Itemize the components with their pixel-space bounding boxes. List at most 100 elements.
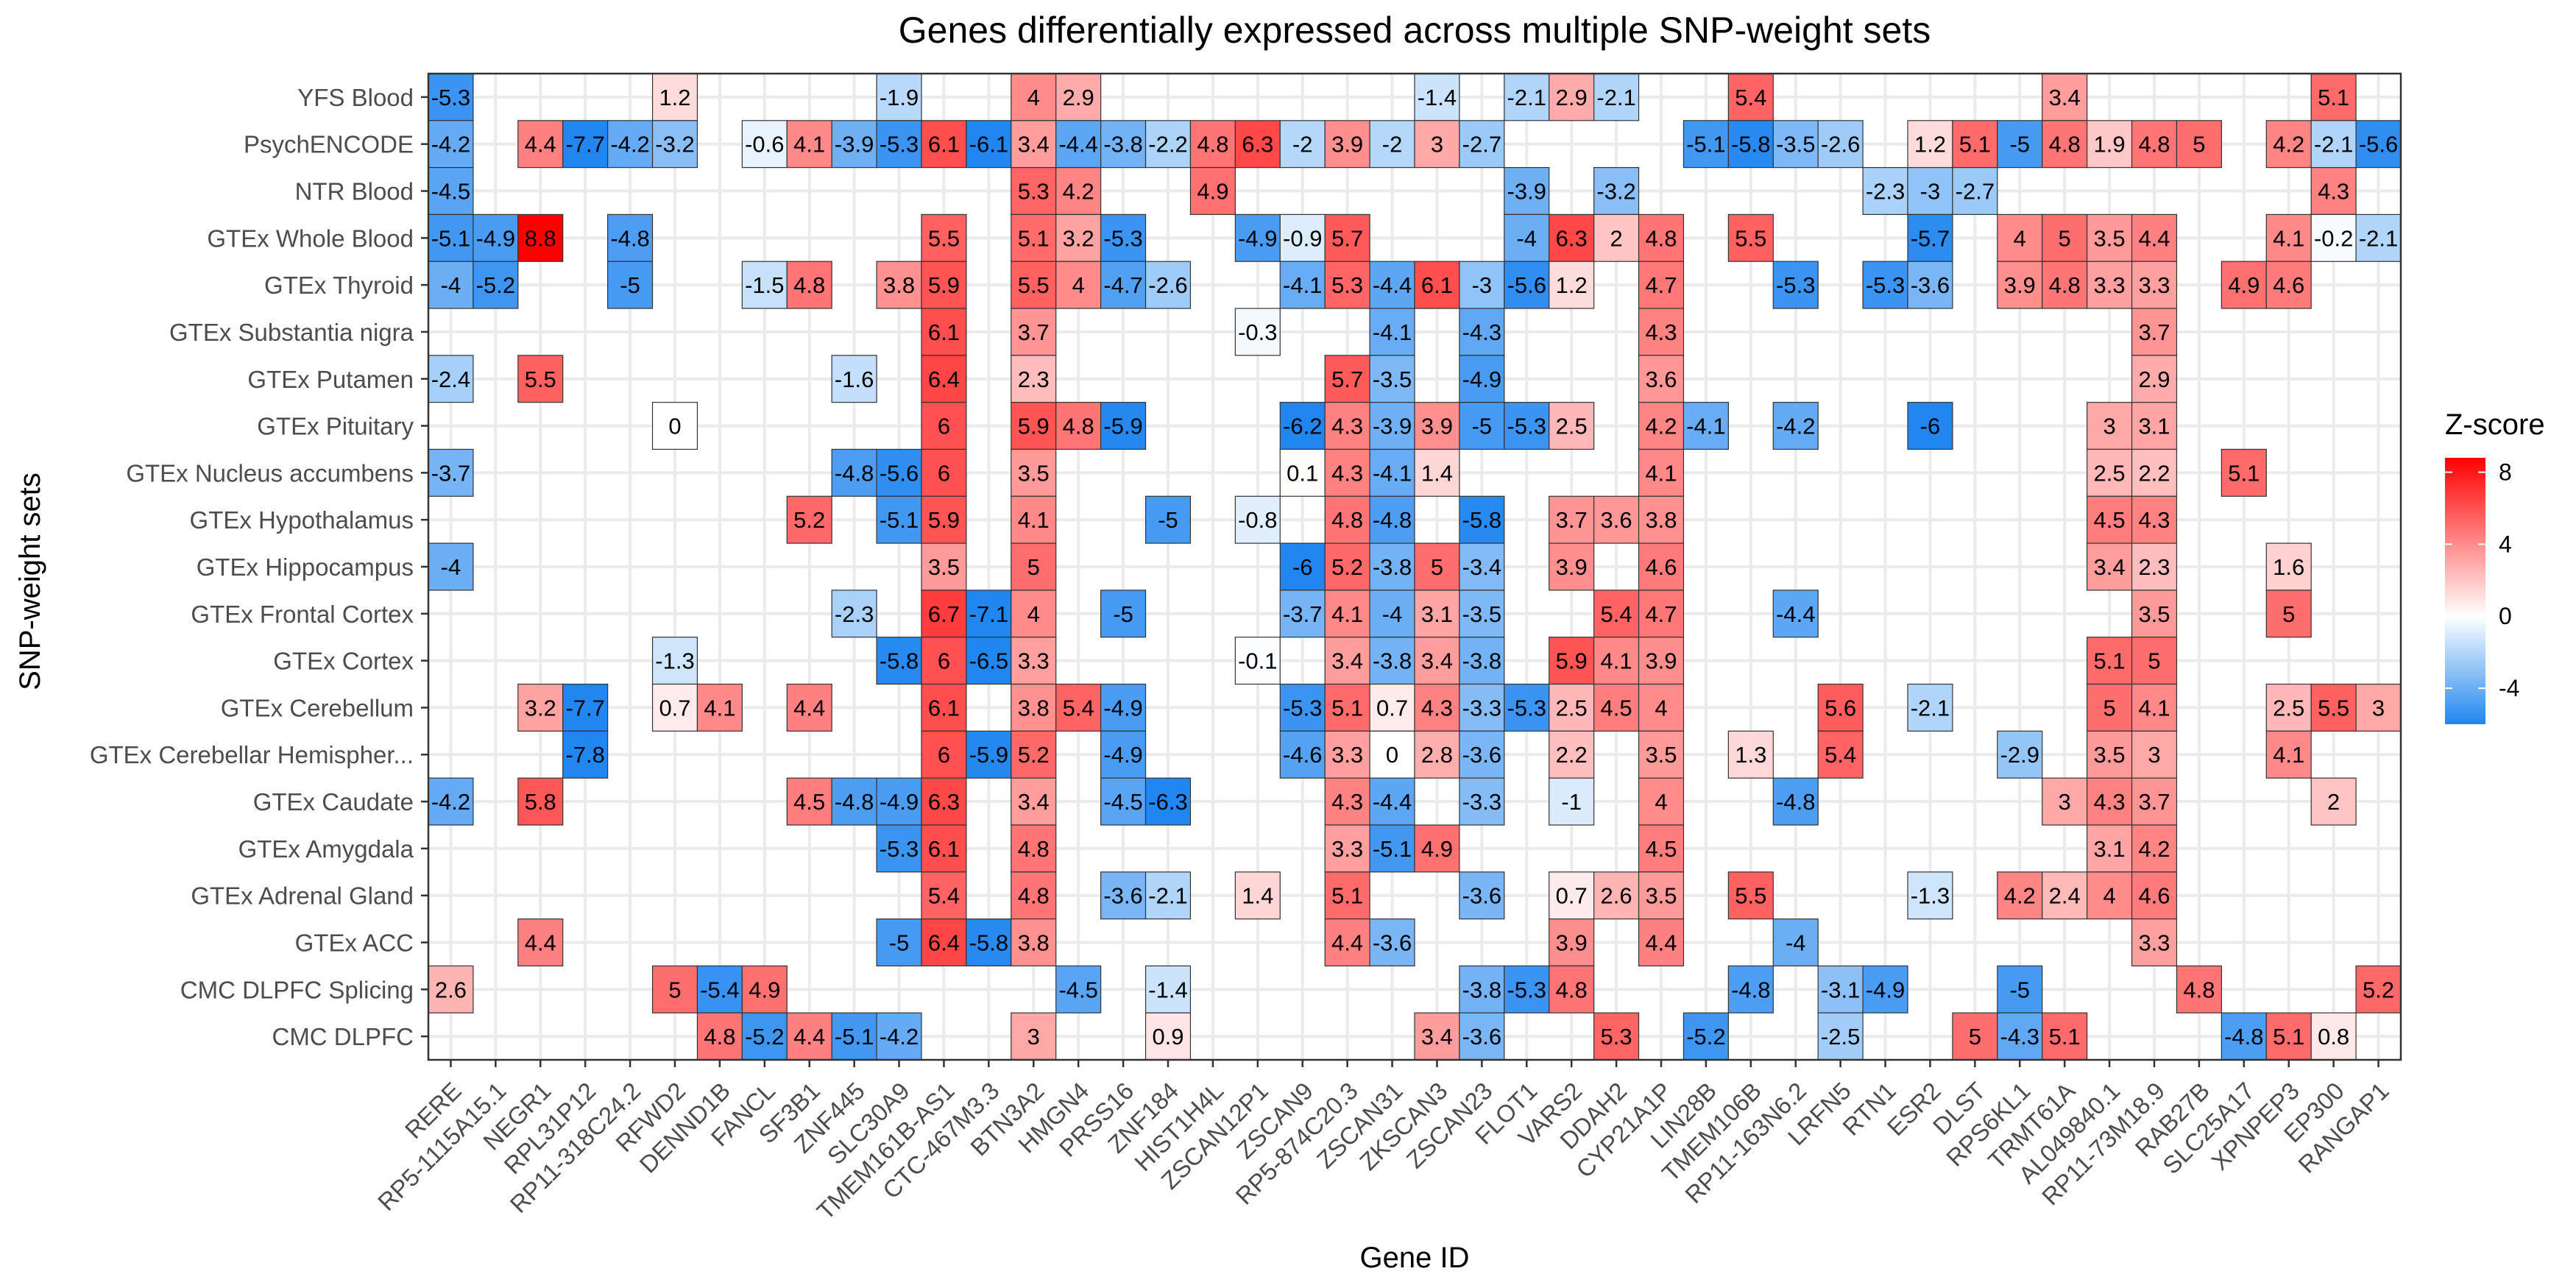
- heatmap-cell: [1279, 683, 1326, 732]
- cell-value-label: 3.4: [1018, 132, 1050, 158]
- heatmap-cell: [1324, 871, 1370, 920]
- cell-value-label: -2.7: [1956, 179, 1995, 205]
- cell-value-label: -3.3: [1462, 695, 1501, 721]
- cell-value-label: -3.6: [1462, 1024, 1501, 1050]
- cell-value-label: -1.5: [745, 272, 784, 298]
- cell-value-label: 5.7: [1331, 367, 1363, 392]
- heatmap-cell: [428, 261, 474, 309]
- cell-value-label: 2.4: [2049, 883, 2081, 909]
- cell-value-label: 3.2: [525, 695, 556, 721]
- cell-value-label: 4.8: [2138, 132, 2170, 158]
- y-tick-label: GTEx Amygdala: [238, 835, 414, 863]
- cell-value-label: -6.5: [969, 648, 1008, 674]
- cell-value-label: 6.1: [928, 836, 960, 862]
- cell-value-label: 2.9: [2138, 367, 2170, 392]
- cell-value-label: -5.3: [1507, 977, 1546, 1002]
- heatmap-cell: [2131, 120, 2178, 169]
- cell-value-label: -4.4: [1373, 789, 1412, 815]
- heatmap-cell: [876, 261, 922, 309]
- cell-value-label: -3.5: [1373, 367, 1412, 392]
- heatmap-cell: [1907, 213, 1953, 262]
- heatmap-cell: [1907, 402, 1953, 450]
- heatmap-cell: [2355, 120, 2402, 169]
- y-tick-label: GTEx Cortex: [273, 648, 414, 675]
- heatmap-cell: [2131, 824, 2178, 873]
- cell-value-label: 4.8: [2049, 272, 2081, 298]
- cell-value-label: 3.8: [1018, 695, 1050, 721]
- cell-value-label: 4.9: [1421, 836, 1453, 862]
- cell-value-label: -4.9: [880, 789, 919, 815]
- cell-value-label: -4.5: [1103, 789, 1142, 815]
- heatmap-cell: [1011, 590, 1057, 638]
- heatmap-cell: [1011, 167, 1057, 216]
- cell-value-label: 2.5: [1556, 414, 1588, 439]
- heatmap-cell: [1011, 871, 1057, 920]
- cell-value-label: -5.9: [969, 742, 1008, 768]
- heatmap-cell: [2131, 308, 2178, 356]
- y-tick-label: GTEx Cerebellar Hemispher...: [90, 741, 414, 768]
- heatmap-cell: [1369, 120, 1415, 169]
- y-tick-label: GTEx Caudate: [253, 788, 414, 815]
- heatmap-cell: [921, 120, 967, 169]
- cell-value-label: -7.8: [565, 742, 604, 768]
- heatmap-cell: [1817, 730, 1864, 779]
- heatmap-cell: [2310, 120, 2357, 169]
- cell-value-label: 5.4: [1735, 85, 1766, 110]
- heatmap-cell: [2131, 261, 2178, 309]
- cell-value-label: -0.3: [1238, 319, 1277, 345]
- heatmap-cell: [1459, 730, 1505, 779]
- heatmap-cell: [1324, 261, 1370, 309]
- heatmap-cell: [1189, 167, 1236, 216]
- heatmap-cell: [1504, 965, 1550, 1013]
- heatmap-cell: [1772, 918, 1819, 966]
- heatmap-cell: [1549, 542, 1595, 591]
- cell-value-label: 5.3: [1331, 272, 1363, 298]
- heatmap-cell: [1952, 167, 1998, 216]
- cell-value-label: 4.5: [1645, 836, 1677, 862]
- heatmap-cell: [786, 495, 832, 544]
- heatmap-cell: [1907, 683, 1953, 732]
- cell-value-label: 3.3: [1018, 648, 1050, 674]
- cell-value-label: -3.9: [1507, 179, 1546, 205]
- cell-value-label: 3.4: [1421, 648, 1453, 674]
- cell-value-label: 3: [2372, 695, 2385, 721]
- heatmap-cell: [607, 120, 654, 169]
- cell-value-label: 3.9: [1331, 132, 1363, 158]
- heatmap-cell: [921, 355, 967, 403]
- heatmap-cell: [651, 73, 698, 121]
- heatmap-cell: [1414, 637, 1460, 685]
- heatmap-cell: [1772, 120, 1819, 169]
- cell-value-label: 3.1: [1421, 601, 1453, 627]
- y-tick-label: GTEx Adrenal Gland: [191, 882, 414, 910]
- cell-value-label: 2.2: [1556, 742, 1588, 768]
- cell-value-label: 4.1: [793, 132, 825, 158]
- cell-value-label: -1.4: [1418, 85, 1457, 110]
- heatmap-cell: [2265, 542, 2312, 591]
- heatmap-cell: [1369, 355, 1415, 403]
- cell-value-label: 0.9: [1152, 1024, 1183, 1050]
- y-axis-label: SNP-weight sets: [14, 473, 46, 690]
- cell-value-label: 4.3: [1645, 319, 1677, 345]
- cell-value-label: 4.8: [793, 272, 825, 298]
- cell-value-label: 3.7: [2138, 319, 2170, 345]
- cell-value-label: -5.3: [1776, 272, 1815, 298]
- cell-value-label: 1.3: [1735, 742, 1766, 768]
- cell-value-label: 1.2: [659, 85, 690, 110]
- cell-value-label: -1.3: [1911, 883, 1950, 909]
- cell-value-label: 5.5: [928, 225, 960, 251]
- cell-value-label: 6.3: [1242, 132, 1273, 158]
- heatmap-cell: [1638, 777, 1685, 826]
- heatmap-cell: [428, 777, 474, 826]
- cell-value-label: 4.5: [793, 789, 825, 815]
- cell-value-label: 3.9: [1556, 554, 1588, 580]
- heatmap-cell: [1549, 213, 1595, 262]
- heatmap-cell: [1459, 683, 1505, 732]
- cell-value-label: -3.8: [1462, 977, 1501, 1002]
- cell-value-label: 5.8: [525, 789, 556, 815]
- legend-title: Z-score: [2445, 408, 2545, 441]
- cell-value-label: -5.3: [880, 836, 919, 862]
- cell-value-label: 2: [2327, 789, 2340, 815]
- heatmap-cell: [1369, 448, 1415, 497]
- heatmap-cell: [1459, 261, 1505, 309]
- cell-value-label: -4.4: [1776, 601, 1815, 627]
